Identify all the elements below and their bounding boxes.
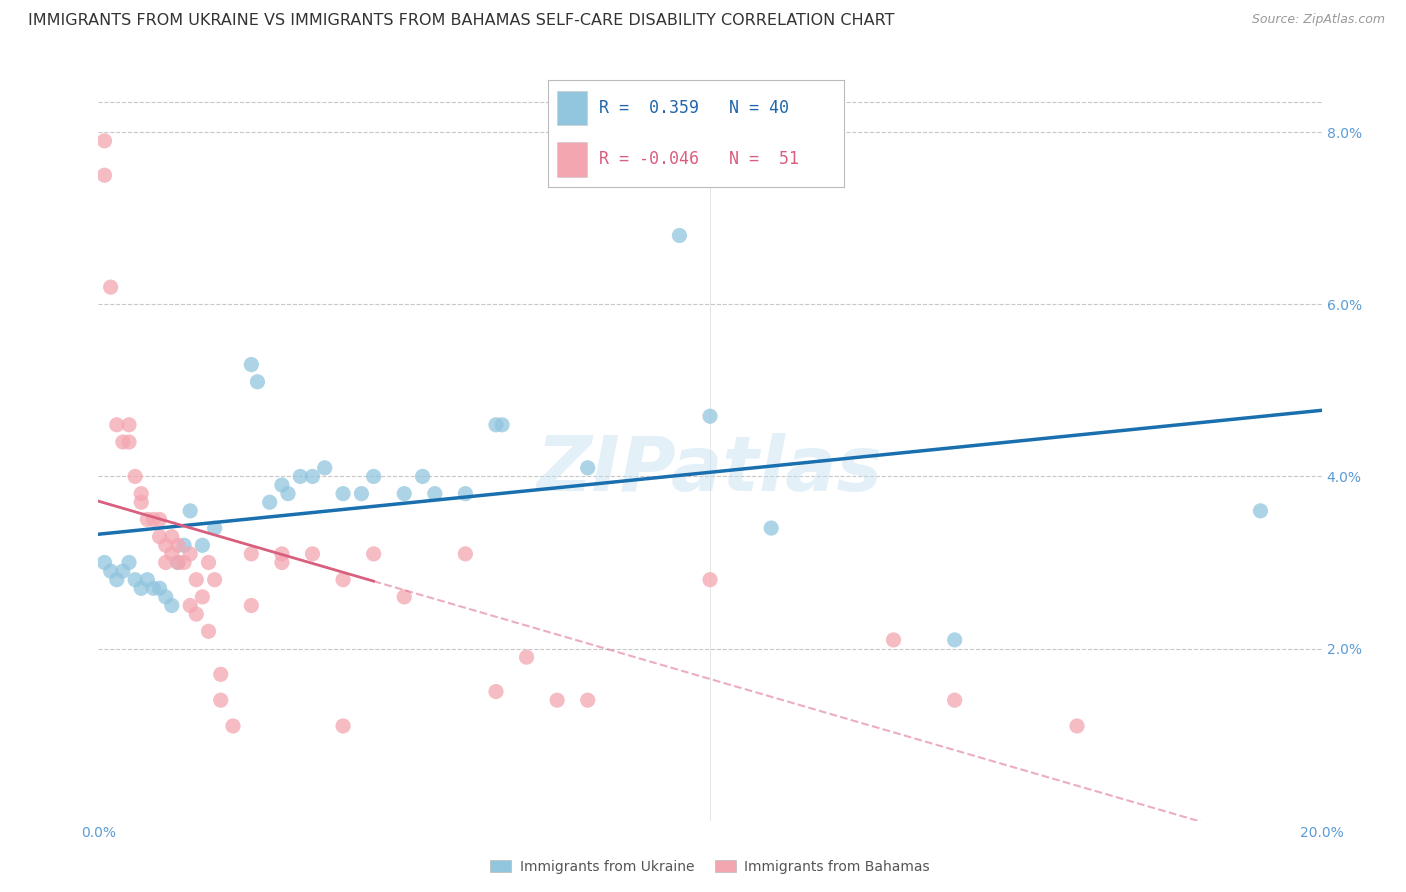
Point (314, 460, 336, 475)
Point (204, 573, 226, 587)
Point (454, 486, 477, 500)
Point (100, 280, 122, 294)
Point (186, 607, 208, 621)
Point (167, 556, 190, 570)
Point (173, 538, 195, 552)
Point (363, 469, 385, 483)
Point (167, 556, 190, 570)
Point (699, 573, 721, 587)
Point (1066, 719, 1088, 733)
Point (332, 719, 354, 733)
Point (155, 556, 177, 570)
Point (491, 417, 513, 432)
Point (240, 599, 263, 613)
Point (149, 582, 172, 596)
Point (204, 521, 226, 535)
Point (197, 624, 219, 639)
Point (142, 512, 165, 526)
Point (350, 486, 373, 500)
Point (546, 693, 568, 707)
Point (516, 650, 538, 665)
Point (105, 573, 128, 587)
Point (179, 599, 201, 613)
Point (883, 632, 905, 647)
Point (277, 486, 299, 500)
Point (423, 486, 446, 500)
Point (155, 538, 177, 552)
Point (118, 435, 141, 450)
Point (576, 693, 599, 707)
Point (699, 409, 721, 424)
Point (136, 512, 159, 526)
Bar (557, 91, 586, 125)
Point (93, 556, 115, 570)
Bar (557, 143, 586, 177)
Point (270, 547, 292, 561)
Point (290, 469, 312, 483)
Text: R =  0.359   N = 40: R = 0.359 N = 40 (599, 99, 789, 117)
Point (111, 564, 134, 578)
Point (943, 632, 966, 647)
Point (209, 667, 232, 681)
Point (222, 719, 245, 733)
Point (129, 486, 152, 500)
Point (191, 538, 214, 552)
Point (301, 469, 323, 483)
Point (392, 590, 416, 604)
Point (332, 573, 354, 587)
Point (100, 564, 122, 578)
Point (240, 358, 263, 372)
Point (454, 547, 477, 561)
Point (668, 228, 690, 243)
Point (186, 573, 208, 587)
Point (270, 556, 292, 570)
Point (1249, 504, 1271, 518)
Point (259, 495, 281, 509)
Point (160, 547, 183, 561)
Point (118, 556, 141, 570)
Point (167, 538, 190, 552)
Point (179, 504, 201, 518)
Point (129, 495, 152, 509)
Text: Source: ZipAtlas.com: Source: ZipAtlas.com (1251, 13, 1385, 27)
Point (124, 469, 146, 483)
Point (197, 556, 219, 570)
Point (246, 375, 269, 389)
Point (392, 486, 416, 500)
Point (142, 582, 165, 596)
Point (363, 547, 385, 561)
Point (136, 573, 159, 587)
Point (179, 547, 201, 561)
Legend: Immigrants from Ukraine, Immigrants from Bahamas: Immigrants from Ukraine, Immigrants from… (485, 855, 935, 880)
Point (118, 417, 141, 432)
Point (111, 435, 134, 450)
Point (105, 417, 128, 432)
Point (301, 547, 323, 561)
Point (173, 556, 195, 570)
Point (270, 478, 292, 492)
Point (160, 599, 183, 613)
Point (332, 486, 354, 500)
Point (149, 512, 172, 526)
Point (576, 460, 599, 475)
Text: R = -0.046   N =  51: R = -0.046 N = 51 (599, 151, 799, 169)
Point (209, 693, 232, 707)
Point (93, 168, 115, 182)
Point (759, 521, 782, 535)
Point (191, 590, 214, 604)
Point (160, 530, 183, 544)
Point (124, 573, 146, 587)
Point (129, 582, 152, 596)
Point (412, 469, 434, 483)
Text: ZIPatlas: ZIPatlas (537, 433, 883, 507)
Point (485, 684, 508, 698)
Point (943, 693, 966, 707)
Point (240, 547, 263, 561)
Point (149, 530, 172, 544)
Point (155, 590, 177, 604)
Text: IMMIGRANTS FROM UKRAINE VS IMMIGRANTS FROM BAHAMAS SELF-CARE DISABILITY CORRELAT: IMMIGRANTS FROM UKRAINE VS IMMIGRANTS FR… (28, 13, 894, 29)
Point (93, 134, 115, 148)
Point (485, 417, 508, 432)
